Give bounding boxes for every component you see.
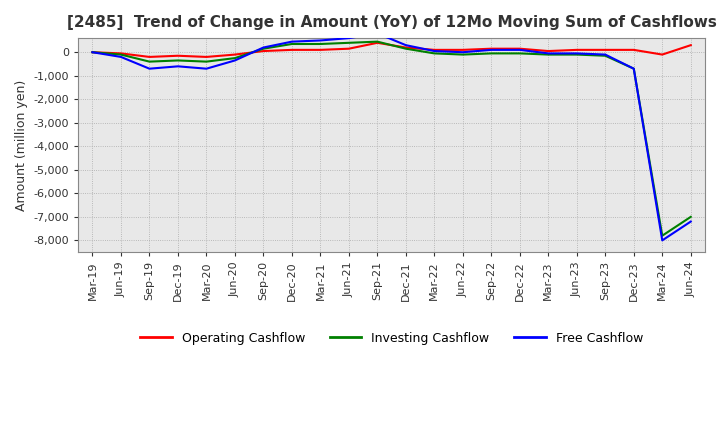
Free Cashflow: [487, 47, 495, 52]
Investing Cashflow: [287, 41, 296, 47]
Y-axis label: Amount (million yen): Amount (million yen): [15, 80, 28, 211]
Free Cashflow: [145, 66, 154, 71]
Investing Cashflow: [88, 50, 96, 55]
Operating Cashflow: [487, 46, 495, 51]
Free Cashflow: [316, 38, 325, 43]
Operating Cashflow: [88, 50, 96, 55]
Investing Cashflow: [601, 53, 610, 59]
Investing Cashflow: [259, 46, 268, 51]
Investing Cashflow: [430, 51, 438, 56]
Free Cashflow: [430, 48, 438, 54]
Free Cashflow: [459, 50, 467, 55]
Investing Cashflow: [145, 59, 154, 64]
Investing Cashflow: [345, 40, 354, 45]
Operating Cashflow: [544, 48, 553, 54]
Investing Cashflow: [629, 66, 638, 71]
Operating Cashflow: [658, 52, 667, 57]
Free Cashflow: [117, 54, 125, 59]
Operating Cashflow: [373, 40, 382, 45]
Free Cashflow: [202, 66, 211, 71]
Operating Cashflow: [230, 52, 239, 57]
Investing Cashflow: [544, 52, 553, 57]
Investing Cashflow: [516, 51, 524, 56]
Investing Cashflow: [686, 214, 695, 220]
Operating Cashflow: [601, 47, 610, 52]
Free Cashflow: [402, 43, 410, 48]
Investing Cashflow: [658, 233, 667, 238]
Free Cashflow: [686, 219, 695, 224]
Operating Cashflow: [459, 47, 467, 52]
Operating Cashflow: [402, 45, 410, 50]
Line: Operating Cashflow: Operating Cashflow: [92, 43, 690, 57]
Investing Cashflow: [202, 59, 211, 64]
Operating Cashflow: [629, 47, 638, 52]
Free Cashflow: [174, 64, 182, 69]
Free Cashflow: [373, 31, 382, 36]
Free Cashflow: [88, 50, 96, 55]
Operating Cashflow: [174, 53, 182, 59]
Line: Free Cashflow: Free Cashflow: [92, 33, 690, 240]
Investing Cashflow: [402, 46, 410, 51]
Free Cashflow: [516, 47, 524, 52]
Legend: Operating Cashflow, Investing Cashflow, Free Cashflow: Operating Cashflow, Investing Cashflow, …: [135, 327, 648, 350]
Free Cashflow: [345, 36, 354, 41]
Line: Investing Cashflow: Investing Cashflow: [92, 42, 690, 236]
Operating Cashflow: [572, 47, 581, 52]
Operating Cashflow: [202, 54, 211, 59]
Operating Cashflow: [145, 54, 154, 59]
Investing Cashflow: [459, 52, 467, 57]
Title: [2485]  Trend of Change in Amount (YoY) of 12Mo Moving Sum of Cashflows: [2485] Trend of Change in Amount (YoY) o…: [67, 15, 716, 30]
Free Cashflow: [287, 39, 296, 44]
Investing Cashflow: [487, 51, 495, 56]
Operating Cashflow: [259, 48, 268, 54]
Investing Cashflow: [373, 39, 382, 44]
Free Cashflow: [230, 58, 239, 63]
Investing Cashflow: [316, 41, 325, 47]
Investing Cashflow: [230, 55, 239, 61]
Operating Cashflow: [287, 47, 296, 52]
Operating Cashflow: [686, 43, 695, 48]
Investing Cashflow: [117, 52, 125, 57]
Free Cashflow: [572, 51, 581, 56]
Free Cashflow: [544, 51, 553, 56]
Free Cashflow: [601, 52, 610, 57]
Investing Cashflow: [174, 58, 182, 63]
Free Cashflow: [629, 66, 638, 71]
Operating Cashflow: [516, 46, 524, 51]
Operating Cashflow: [430, 47, 438, 52]
Investing Cashflow: [572, 52, 581, 57]
Free Cashflow: [658, 238, 667, 243]
Operating Cashflow: [316, 47, 325, 52]
Operating Cashflow: [345, 46, 354, 51]
Operating Cashflow: [117, 51, 125, 56]
Free Cashflow: [259, 45, 268, 50]
